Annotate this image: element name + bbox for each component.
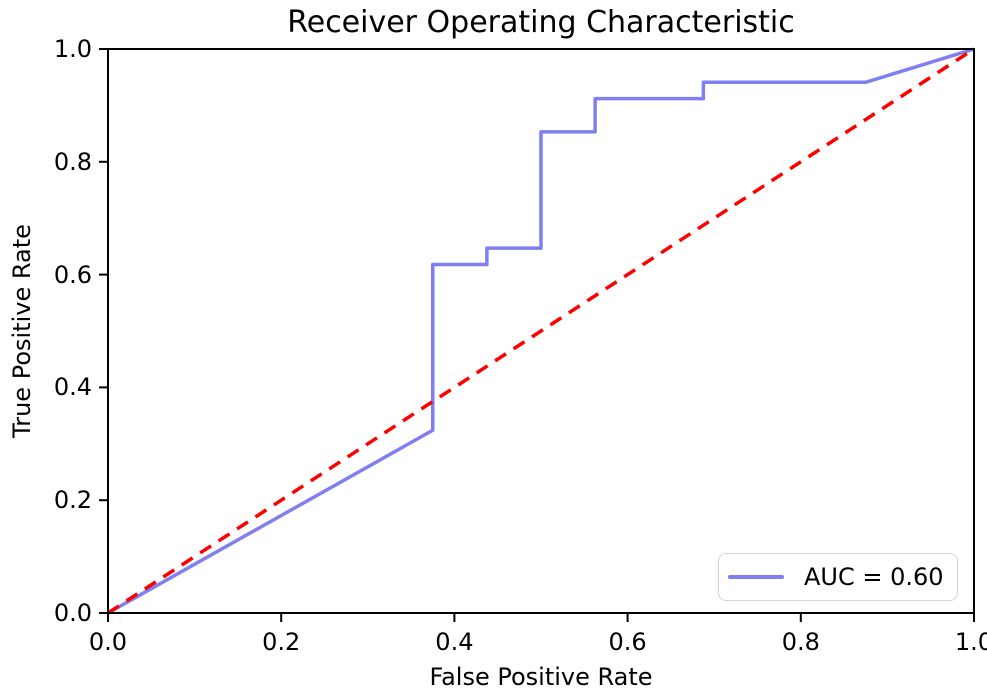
x-axis-label: False Positive Rate <box>429 663 653 691</box>
y-tick-label: 0.6 <box>53 260 92 289</box>
x-tick-label: 0.8 <box>781 628 820 656</box>
roc-curve-line <box>107 47 975 615</box>
axes-spines <box>107 48 975 614</box>
chance-diagonal-line <box>107 47 975 615</box>
x-tick-label: 0.2 <box>262 628 301 656</box>
x-tick-label: 1.0 <box>954 628 987 656</box>
legend: AUC = 0.60 <box>718 553 958 601</box>
chart-title: Receiver Operating Characteristic <box>287 5 795 40</box>
y-tick-label: 1.0 <box>53 35 92 63</box>
y-tick-label: 0.2 <box>53 486 92 515</box>
x-tick-label: 0.6 <box>608 628 647 656</box>
y-axis-label: True Positive Rate <box>8 224 36 438</box>
x-tick-label: 0.4 <box>435 628 474 656</box>
y-tick-label: 0.4 <box>53 373 92 402</box>
y-tick-label: 0.8 <box>53 147 92 176</box>
x-tick-label: 0.0 <box>88 628 128 656</box>
y-tick-label: 0.0 <box>53 599 92 627</box>
legend-roc-line-swatch <box>728 575 784 579</box>
legend-label: AUC = 0.60 <box>804 563 944 591</box>
